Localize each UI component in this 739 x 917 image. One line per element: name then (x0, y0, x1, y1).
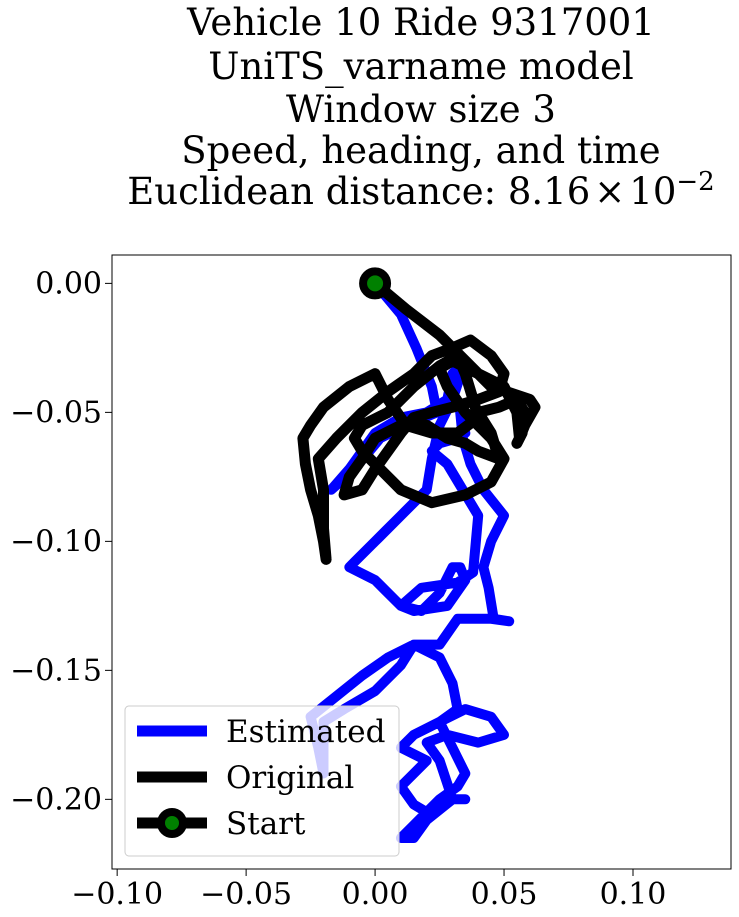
legend-original-label: Original (226, 760, 354, 796)
distance-times: × (594, 170, 625, 213)
series-original-line (297, 277, 541, 565)
x-tick-label: 0.05 (471, 877, 538, 912)
distance-prefix: Euclidean distance: (127, 170, 508, 213)
x-tick-label: 0.10 (600, 877, 667, 912)
y-tick-label: −0.15 (10, 653, 102, 688)
x-tick-label: −0.05 (200, 877, 292, 912)
chart-title: Vehicle 10 Ride 9317001 UniTS_varname mo… (127, 1, 714, 213)
legend: Estimated Original Start (124, 705, 400, 857)
y-tick-label: −0.20 (10, 782, 102, 817)
start-marker (359, 267, 392, 300)
title-line-2: UniTS_varname model (208, 45, 633, 89)
title-line-5-distance: Euclidean distance: 8.16 × 10−2 (127, 167, 714, 213)
y-axis: 0.00 −0.05 −0.10 −0.15 −0.20 (10, 266, 112, 817)
distance-exponent: −2 (676, 167, 714, 197)
y-tick-label: −0.10 (10, 524, 102, 559)
title-line-3: Window size 3 (286, 88, 556, 131)
plot-area (297, 267, 541, 843)
distance-base: 10 (629, 170, 676, 213)
title-line-4: Speed, heading, and time (181, 129, 660, 172)
plot-frame (111, 254, 732, 870)
legend-estimated-label: Estimated (226, 714, 385, 750)
y-tick-label: −0.05 (10, 395, 102, 430)
x-axis: −0.10 −0.05 0.00 0.05 0.10 (71, 869, 666, 912)
y-tick-label: 0.00 (35, 266, 102, 301)
x-tick-label: −0.10 (71, 877, 163, 912)
x-tick-label: 0.00 (342, 877, 409, 912)
title-line-1: Vehicle 10 Ride 9317001 (186, 1, 655, 44)
legend-start-marker-icon (157, 808, 187, 838)
legend-start-label: Start (226, 806, 306, 842)
distance-mantissa: 8.16 (508, 170, 590, 213)
